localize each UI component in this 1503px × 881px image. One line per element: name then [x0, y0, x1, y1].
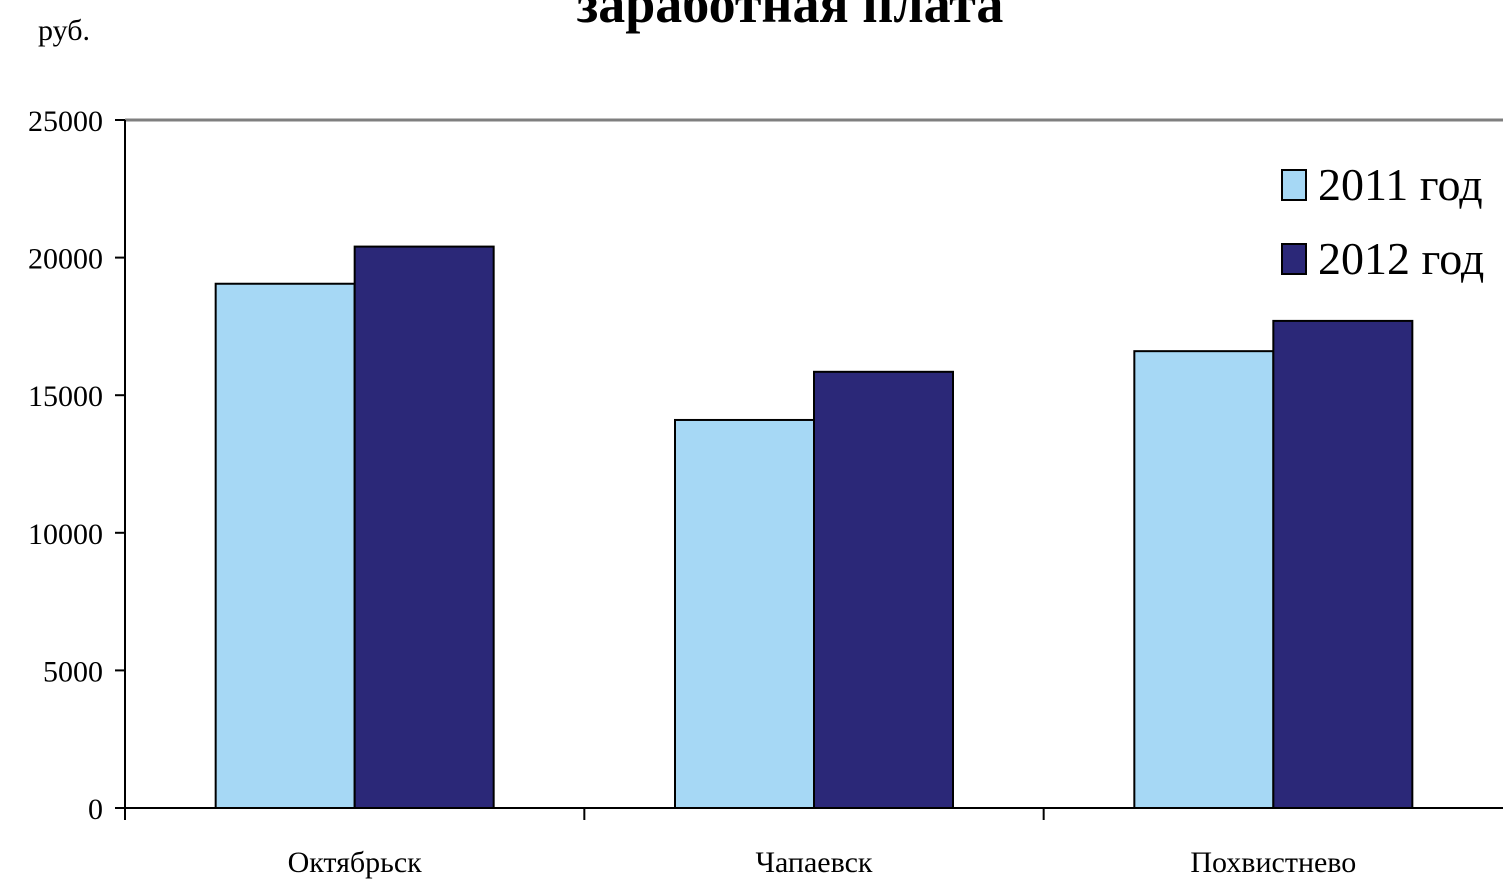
x-axis-ticks: Октябрьск Чапаевск Похвистнево: [124, 808, 1356, 879]
y-tick-label: 0: [88, 793, 103, 826]
bar-series-2: [1272, 319, 1414, 809]
y-tick-label: 5000: [43, 655, 103, 688]
bar-series-1: [1133, 350, 1275, 809]
y-axis-unit-label: руб.: [38, 14, 90, 47]
y-tick-label: 20000: [28, 243, 103, 276]
chart-title: заработная плата: [577, 0, 1004, 34]
legend-label: 2011 год: [1318, 159, 1483, 210]
y-axis-ticks: 0 5000 10000 15000 20000 25000: [28, 105, 125, 826]
x-category-label: Похвистнево: [1190, 846, 1356, 879]
y-tick-label: 10000: [28, 518, 103, 551]
x-category-label: Чапаевск: [756, 846, 873, 879]
legend-label: 2012 год: [1318, 233, 1484, 284]
legend-swatch: [1281, 243, 1307, 275]
y-tick-label: 25000: [28, 105, 103, 138]
bar-series-2: [813, 370, 954, 809]
bar-series-2: [353, 245, 495, 810]
bar-series-1: [214, 282, 356, 809]
legend: 2011 год 2012 год: [1281, 159, 1484, 284]
x-category-label: Октябрьск: [288, 846, 423, 879]
y-tick-label: 15000: [28, 380, 103, 413]
bar-series-1: [674, 418, 815, 809]
legend-swatch: [1281, 169, 1307, 201]
bar-series-group: [214, 245, 1414, 810]
